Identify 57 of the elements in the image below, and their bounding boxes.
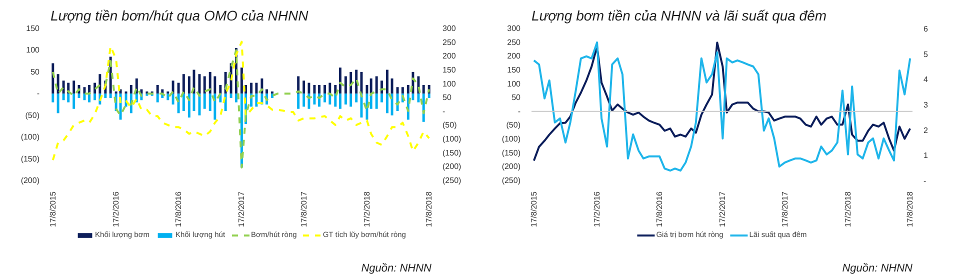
x-tick-label: 17/2/2017 [718,190,728,228]
text: Nguồn: NHNN [842,262,913,274]
y-tick-label: 50 [30,67,40,76]
y-tick-label: 100 [26,46,40,55]
x-tick-label: 17/8/2015 [48,190,58,228]
y2-tick-label: 200 [442,52,456,61]
y2-tick-label: 5 [924,50,928,59]
y2-tick-label: (250) [442,176,462,185]
y2-tick-label: 3 [924,100,928,110]
y2-tick-label: (200) [442,162,462,172]
y2-tick-label: - [442,106,446,116]
y2-tick-label: 150 [442,65,456,74]
y2-tick-label: (150) [442,148,462,158]
text: Nguồn: NHNN [361,262,432,274]
y-tick-label: (250) [502,176,521,185]
y2-tick-label: 2 [924,126,928,135]
x-tick-label: 17/2/2018 [362,190,372,228]
y-tick-label: 50 [512,93,522,102]
x-tick-label: 17/8/2017 [299,190,308,228]
y2-tick-label: (100) [442,134,462,144]
y2-tick-label: 50 [442,93,452,102]
y-tick-label: (150) [20,154,40,164]
y-tick-label: (200) [502,162,521,172]
y2-tick-label: - [924,176,926,186]
y-tick-label: - [36,89,40,98]
y2-tick-label: 4 [924,75,928,84]
y-tick-label: 200 [507,52,522,61]
x-tick-label: 17/8/2018 [906,190,915,228]
y-tick-label: 250 [507,38,522,47]
x-tick-label: 17/8/2018 [424,190,434,228]
y-tick-label: (200) [20,176,40,185]
chart-title: Lượng tiền bơm/hút qua OMO của NHNN [50,8,310,24]
x-tick-label: 17/2/2016 [112,190,121,228]
y-tick-label: 300 [507,24,522,33]
x-tick-label: 17/8/2017 [780,190,790,228]
x-tick-label: 17/8/2015 [529,190,538,228]
y-tick-label: (100) [502,134,521,144]
x-tick-label: 17/8/2016 [655,190,664,228]
x-tick-label: 17/2/2016 [592,190,602,228]
y-tick-label: (150) [502,148,521,158]
y-tick-label: (50) [25,110,40,120]
x-tick-label: 17/2/2017 [237,190,246,228]
x-tick-label: 17/2/2018 [843,190,852,228]
y-tick-label: 150 [26,24,40,33]
y-tick-label: 100 [507,79,522,88]
y2-tick-label: 100 [442,79,456,88]
y2-tick-label: 1 [924,151,928,160]
y2-tick-label: 6 [924,24,928,34]
y-tick-label: - [518,106,521,116]
y-tick-label: 150 [507,65,522,74]
chart-title: Lượng bơm tiền của NHNN và lãi suất qua đêm [532,8,827,24]
y2-tick-label: 300 [442,24,456,33]
y-tick-label: (100) [20,132,40,142]
y-tick-label: (50) [506,120,521,130]
y2-tick-label: 250 [442,38,456,47]
x-tick-label: 17/8/2016 [174,190,184,228]
y2-tick-label: (50) [442,120,458,130]
